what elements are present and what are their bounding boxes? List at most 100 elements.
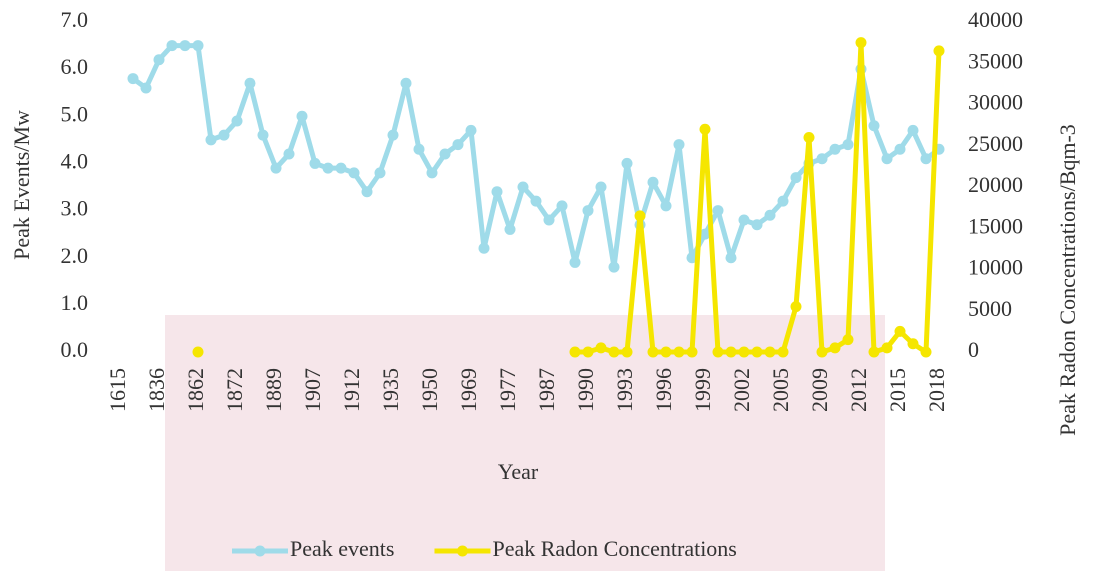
x-tick-label: 2009 bbox=[807, 368, 832, 412]
data-point bbox=[400, 77, 412, 89]
legend-label: Peak Radon Concentrations bbox=[492, 536, 736, 561]
data-point bbox=[426, 167, 438, 179]
data-point bbox=[647, 346, 659, 358]
data-point bbox=[920, 153, 932, 165]
y2-tick-label: 30000 bbox=[968, 90, 1023, 115]
y-tick-label: 7.0 bbox=[61, 7, 89, 32]
data-point bbox=[764, 209, 776, 221]
data-point bbox=[270, 162, 282, 174]
data-point bbox=[452, 139, 464, 151]
x-tick-label: 1862 bbox=[183, 368, 208, 412]
data-point bbox=[166, 40, 178, 52]
x-axis-title: Year bbox=[498, 459, 539, 484]
y2-tick-label: 20000 bbox=[968, 172, 1023, 197]
x-tick-label: 2015 bbox=[885, 368, 910, 412]
x-tick-label: 2002 bbox=[729, 368, 754, 412]
data-point bbox=[855, 37, 867, 49]
data-point bbox=[335, 162, 347, 174]
x-tick-label: 1912 bbox=[339, 368, 364, 412]
data-point bbox=[712, 205, 724, 217]
data-point bbox=[491, 186, 503, 198]
y-tick-label: 0.0 bbox=[61, 337, 89, 362]
y2-tick-label: 0 bbox=[968, 337, 979, 362]
data-point bbox=[387, 129, 399, 141]
data-point bbox=[751, 219, 763, 231]
data-point bbox=[231, 115, 243, 127]
data-point bbox=[842, 334, 854, 346]
data-point bbox=[179, 40, 191, 52]
data-point bbox=[725, 346, 737, 358]
y2-tick-label: 15000 bbox=[968, 213, 1023, 238]
x-tick-label: 2018 bbox=[924, 368, 949, 412]
data-point bbox=[660, 346, 672, 358]
data-point bbox=[257, 129, 269, 141]
data-point bbox=[803, 132, 815, 143]
data-point bbox=[751, 346, 763, 358]
x-tick-label: 2005 bbox=[768, 368, 793, 412]
data-point bbox=[569, 346, 581, 358]
data-point bbox=[738, 214, 750, 226]
y-axis-title: Peak Events/Mw bbox=[9, 110, 34, 260]
data-point bbox=[868, 346, 880, 358]
data-point bbox=[816, 153, 828, 165]
data-point bbox=[777, 195, 789, 207]
data-point bbox=[816, 346, 828, 358]
data-point bbox=[738, 346, 750, 358]
series-line bbox=[575, 40, 942, 355]
data-point bbox=[218, 129, 230, 141]
data-point bbox=[790, 301, 802, 313]
legend-label: Peak events bbox=[290, 536, 394, 561]
x-tick-label: 1907 bbox=[300, 368, 325, 412]
data-point bbox=[933, 45, 945, 57]
data-point bbox=[283, 148, 295, 160]
data-point bbox=[842, 139, 854, 151]
data-point bbox=[465, 124, 477, 136]
data-point bbox=[608, 261, 620, 273]
y-tick-label: 6.0 bbox=[61, 54, 89, 79]
x-tick-label: 1993 bbox=[612, 368, 637, 412]
data-point bbox=[348, 167, 360, 179]
x-tick-label: 1996 bbox=[651, 368, 676, 412]
data-point bbox=[244, 77, 256, 89]
data-point bbox=[205, 134, 217, 146]
data-point bbox=[556, 200, 568, 212]
data-point bbox=[517, 181, 529, 193]
y2-axis-title: Peak Radon Concentrations/Bqm-3 bbox=[1055, 124, 1080, 436]
data-point bbox=[595, 342, 607, 354]
y2-tick-label: 40000 bbox=[968, 7, 1023, 32]
watermark bbox=[165, 315, 885, 571]
data-point bbox=[920, 346, 932, 358]
x-tick-label: 1950 bbox=[417, 368, 442, 412]
data-point bbox=[868, 120, 880, 132]
data-point bbox=[595, 181, 607, 193]
y2-tick-label: 35000 bbox=[968, 48, 1023, 73]
data-point bbox=[777, 346, 789, 358]
legend-marker bbox=[254, 545, 266, 557]
data-point bbox=[764, 346, 776, 358]
x-tick-label: 2012 bbox=[846, 368, 871, 412]
data-point bbox=[881, 153, 893, 165]
x-tick-label: 1615 bbox=[105, 368, 130, 412]
y2-tick-label: 10000 bbox=[968, 255, 1023, 280]
y-tick-label: 5.0 bbox=[61, 101, 89, 126]
data-point bbox=[673, 139, 685, 151]
y-tick-label: 4.0 bbox=[61, 148, 89, 173]
data-point bbox=[296, 110, 308, 122]
data-point bbox=[127, 73, 139, 85]
data-point bbox=[894, 143, 906, 155]
y-tick-label: 3.0 bbox=[61, 196, 89, 221]
data-point bbox=[621, 157, 633, 169]
data-point bbox=[582, 205, 594, 217]
data-point bbox=[608, 346, 620, 358]
data-point bbox=[192, 346, 204, 358]
data-point bbox=[647, 176, 659, 188]
y2-tick-label: 25000 bbox=[968, 131, 1023, 156]
data-point bbox=[907, 338, 919, 350]
data-point bbox=[673, 346, 685, 358]
data-point bbox=[413, 143, 425, 155]
data-point bbox=[907, 124, 919, 136]
data-point bbox=[309, 157, 321, 169]
data-point bbox=[439, 148, 451, 160]
data-point bbox=[686, 346, 698, 358]
